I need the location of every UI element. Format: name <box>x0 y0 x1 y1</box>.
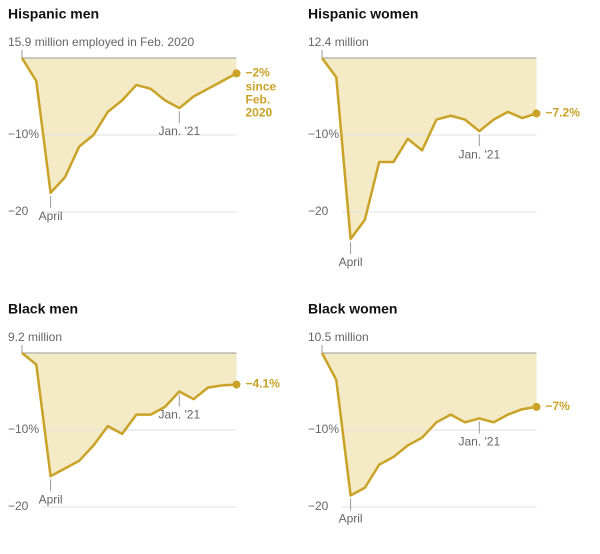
area <box>322 353 537 496</box>
y-tick-label: −20 <box>8 499 29 513</box>
end-dot <box>232 380 241 389</box>
area <box>322 58 537 239</box>
y-tick-label: −10% <box>308 127 339 141</box>
y-tick-label: 12.4 million <box>308 35 369 49</box>
value-label: −7.2% <box>546 106 581 120</box>
x-tick-label: April <box>339 255 363 269</box>
value-label: −2% <box>246 66 271 80</box>
end-dot <box>532 402 541 411</box>
y-tick-label: 15.9 million employed in Feb. 2020 <box>8 35 194 49</box>
line <box>320 352 537 497</box>
end-dot <box>532 109 541 118</box>
end-dot <box>232 69 241 78</box>
chart-title: Black women <box>308 301 397 317</box>
chart-title: Hispanic men <box>8 6 99 22</box>
line <box>20 57 238 194</box>
area <box>22 58 237 193</box>
y-tick-label: −20 <box>308 204 329 218</box>
chart-title: Black men <box>8 301 78 317</box>
line <box>21 352 237 478</box>
y-tick-label: −10% <box>8 422 39 436</box>
y-tick-label: −10% <box>308 422 339 436</box>
y-tick-label: −20 <box>8 204 29 218</box>
x-tick-label: Jan. '21 <box>458 147 500 161</box>
x-tick-label: Jan. '21 <box>458 435 500 449</box>
x-tick-label: Jan. '21 <box>158 408 200 422</box>
value-label: −4.1% <box>246 377 281 391</box>
line <box>320 57 537 241</box>
y-tick-label: 10.5 million <box>308 330 369 344</box>
area <box>22 353 237 477</box>
x-tick-label: April <box>39 492 63 506</box>
chart-title: Hispanic women <box>308 6 418 22</box>
x-tick-label: Jan. '21 <box>158 124 200 138</box>
value-label: −7% <box>546 399 571 413</box>
y-tick-label: −10% <box>8 127 39 141</box>
y-tick-label: 9.2 million <box>8 330 62 344</box>
y-tick-label: −20 <box>308 499 329 513</box>
x-tick-label: April <box>339 512 363 526</box>
x-tick-label: April <box>39 209 63 223</box>
annotation: since Feb. 2020 <box>246 80 277 120</box>
